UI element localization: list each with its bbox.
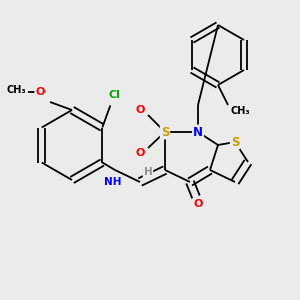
Text: H: H xyxy=(144,167,152,177)
Text: O: O xyxy=(193,199,203,209)
Text: O: O xyxy=(135,148,145,158)
Text: CH₃: CH₃ xyxy=(230,106,250,116)
Text: O: O xyxy=(35,87,45,97)
Text: CH₃: CH₃ xyxy=(6,85,26,95)
Text: O: O xyxy=(135,105,145,115)
Text: S: S xyxy=(231,136,239,148)
Text: S: S xyxy=(161,125,169,139)
Text: NH: NH xyxy=(104,177,122,187)
Text: Cl: Cl xyxy=(108,91,120,100)
Text: N: N xyxy=(193,125,203,139)
